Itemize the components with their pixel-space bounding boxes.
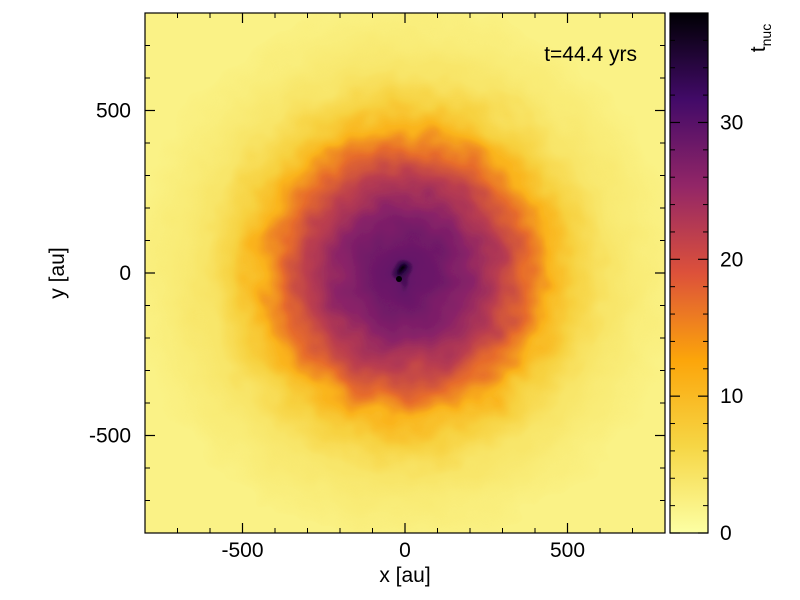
y-axis-ticks: 500 0 -500 <box>89 100 665 448</box>
x-tick-label: -500 <box>221 539 263 562</box>
colorbar-title-main: t <box>747 46 770 52</box>
x-tick-label: 500 <box>550 539 585 562</box>
colorbar-title: tnuc <box>747 24 774 52</box>
colorbar-ticks: 0 10 20 30 <box>670 39 743 545</box>
y-tick-label: 0 <box>119 262 131 285</box>
minor-ticks <box>145 13 665 533</box>
colorbar-tick-label: 0 <box>720 522 732 545</box>
time-annotation: t=44.4 yrs <box>544 43 637 66</box>
density-field <box>145 13 665 533</box>
y-tick-label: 500 <box>96 100 131 123</box>
x-axis-title: x [au] <box>379 564 430 587</box>
colorbar-tick-label: 10 <box>720 385 743 408</box>
colorbar: 0 10 20 30 tnuc <box>669 12 774 545</box>
colorbar-frame <box>669 12 709 534</box>
colorbar-gradient <box>670 13 708 533</box>
y-axis-title: y [au] <box>46 247 69 298</box>
colorbar-tick-label: 20 <box>720 248 743 271</box>
x-axis-ticks: -500 0 500 <box>221 13 585 562</box>
plot-area: -500 0 500 500 0 -500 t=44.4 yrs <box>89 12 666 562</box>
colorbar-title-sub: nuc <box>758 24 774 47</box>
colorbar-tick-label: 30 <box>720 111 743 134</box>
x-tick-label: 0 <box>399 539 411 562</box>
central-core-marker <box>396 276 402 282</box>
y-tick-label: -500 <box>89 425 131 448</box>
